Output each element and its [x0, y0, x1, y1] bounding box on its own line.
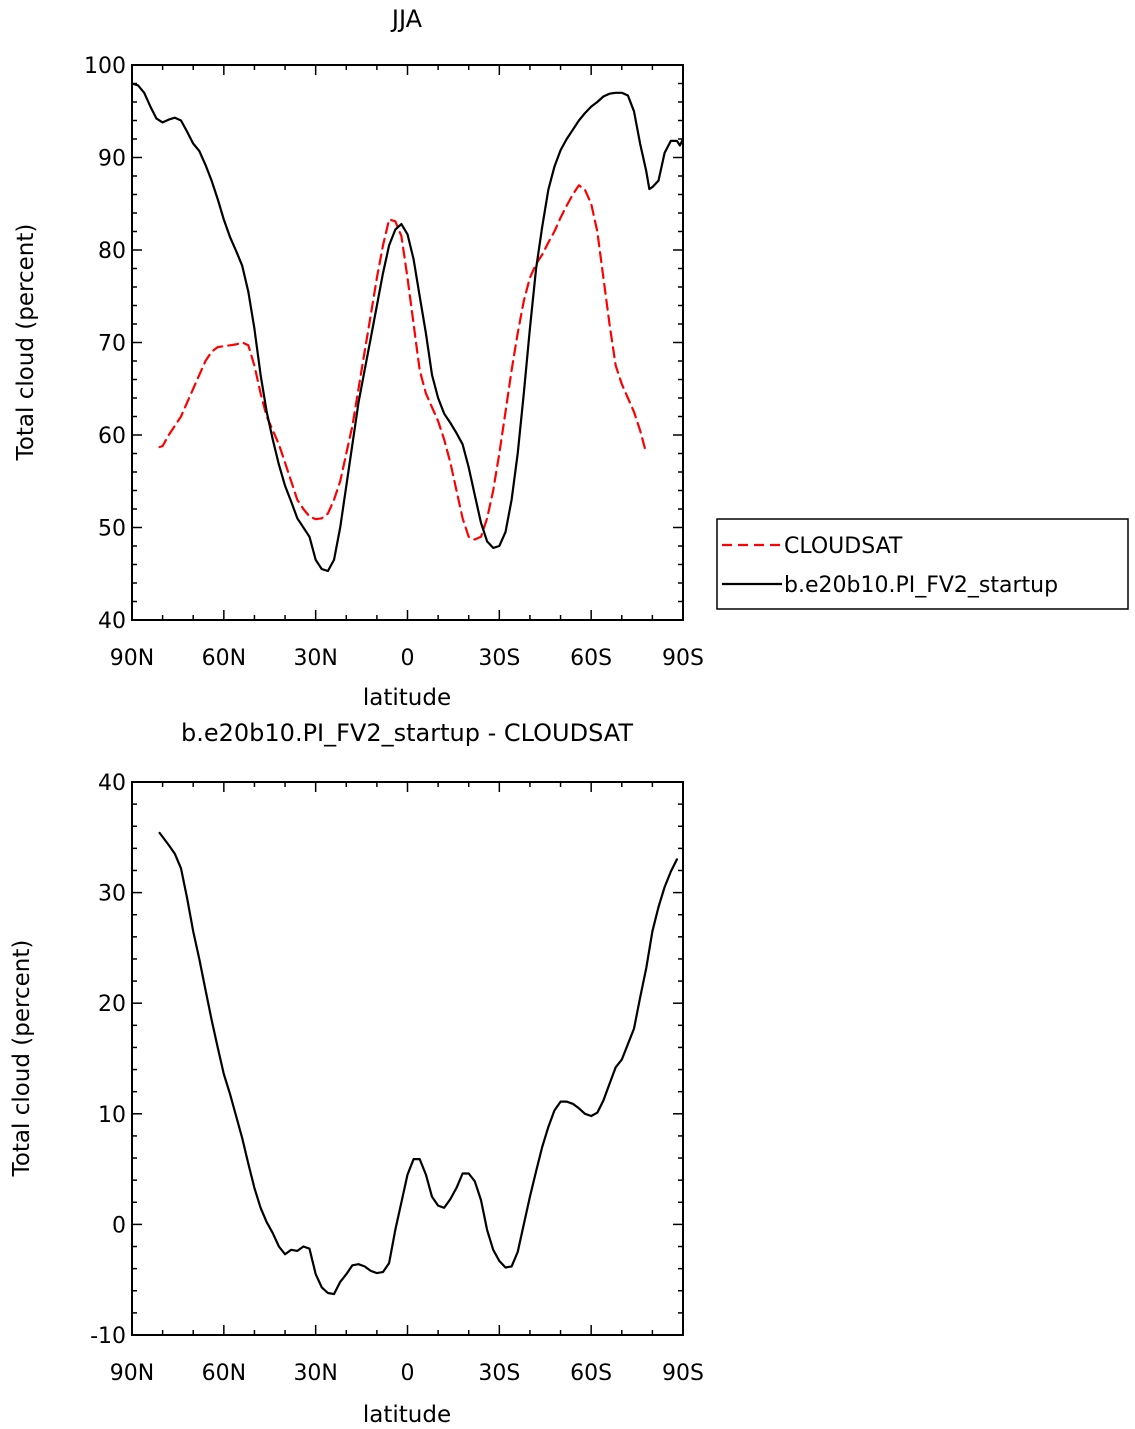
bottom-x-tick-label: 90S — [662, 1361, 704, 1386]
top-plot-frame — [131, 64, 684, 621]
top-y-tick-label: 100 — [84, 54, 126, 79]
top-tick-layer — [131, 64, 684, 621]
bottom-x-tick-label: 30N — [293, 1361, 337, 1386]
bottom-series-line-0 — [158, 831, 679, 1296]
top-y-tick-label: 40 — [98, 609, 126, 634]
bottom-panel: b.e20b10.PI_FV2_startup - CLOUDSAT -10 0 1… — [9, 719, 704, 1428]
legend-label-model: b.e20b10.PI_FV2_startup — [784, 573, 1058, 598]
bottom-x-tick-label: 30S — [478, 1361, 520, 1386]
top-x-tick-label: 60S — [570, 646, 612, 671]
bottom-chart-title: b.e20b10.PI_FV2_startup - CLOUDSAT — [181, 719, 633, 747]
top-y-tick-label: 50 — [98, 517, 126, 542]
bottom-x-tick-label: 60N — [202, 1361, 246, 1386]
bottom-plot-frame — [131, 781, 684, 1336]
bottom-x-tick-label: 0 — [401, 1361, 415, 1386]
bottom-y-tick-label: 40 — [98, 771, 126, 796]
bottom-y-tick-labels: -10 0 10 20 30 40 — [90, 771, 126, 1349]
bottom-y-tick-label: 10 — [98, 1103, 126, 1128]
top-x-tick-label: 60N — [202, 646, 246, 671]
top-y-tick-label: 70 — [98, 332, 126, 357]
legend-box — [716, 518, 1129, 610]
top-x-tick-label: 0 — [401, 646, 415, 671]
bottom-x-tick-label: 60S — [570, 1361, 612, 1386]
top-chart-title: JJA — [390, 5, 423, 33]
legend: CLOUDSAT b.e20b10.PI_FV2_startup — [716, 518, 1129, 610]
top-x-tick-label: 90N — [110, 646, 154, 671]
top-series-layer — [130, 82, 685, 573]
legend-label-cloudsat: CLOUDSAT — [784, 534, 903, 559]
top-y-tick-label: 80 — [98, 239, 126, 264]
top-y-tick-label: 90 — [98, 147, 126, 172]
top-x-tick-label: 30N — [293, 646, 337, 671]
bottom-x-tick-label: 90N — [110, 1361, 154, 1386]
bottom-x-axis-title: latitude — [363, 1402, 451, 1428]
bottom-y-axis-title: Total cloud (percent) — [9, 940, 35, 1178]
top-y-tick-label: 60 — [98, 424, 126, 449]
bottom-y-tick-label: 30 — [98, 882, 126, 907]
bottom-series-layer — [158, 831, 679, 1296]
top-y-axis-title: Total cloud (percent) — [13, 224, 39, 462]
bottom-y-tick-label: -10 — [90, 1324, 126, 1349]
bottom-tick-layer — [131, 781, 684, 1336]
top-x-tick-label: 90S — [662, 646, 704, 671]
top-series-line-1 — [130, 82, 685, 573]
top-x-axis-title: latitude — [363, 685, 451, 711]
bottom-y-tick-label: 0 — [112, 1213, 126, 1238]
top-y-tick-labels: 40 50 60 70 80 90 100 — [84, 54, 126, 634]
bottom-y-tick-label: 20 — [98, 992, 126, 1017]
top-x-tick-label: 30S — [478, 646, 520, 671]
top-series-line-0 — [158, 184, 648, 541]
top-x-tick-labels: 90N 60N 30N 0 30S 60S 90S — [110, 646, 704, 671]
bottom-x-tick-labels: 90N 60N 30N 0 30S 60S 90S — [110, 1361, 704, 1386]
